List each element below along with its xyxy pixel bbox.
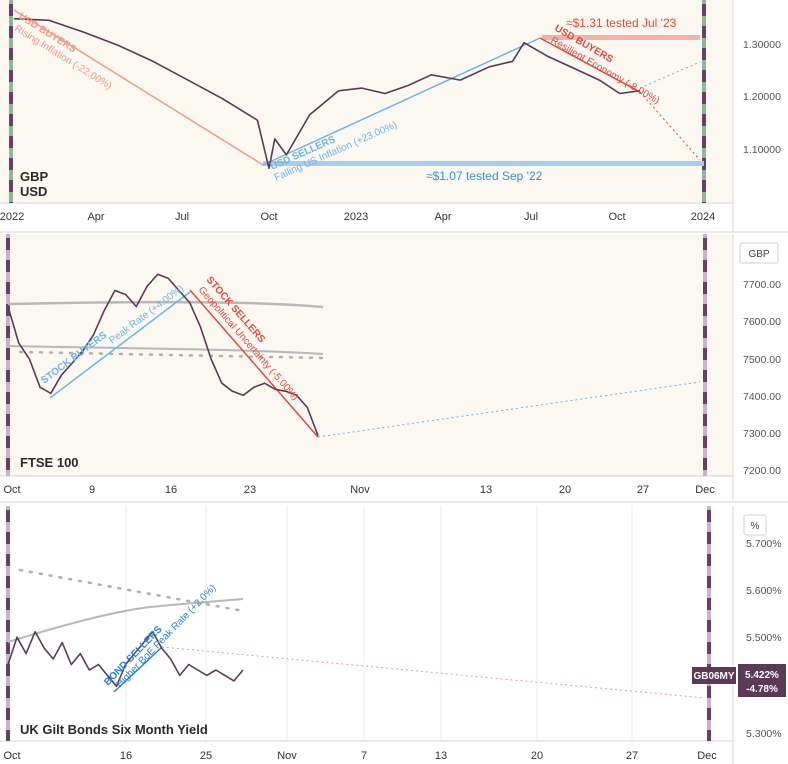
gilt-xtick-4: 7: [361, 750, 367, 762]
gbpusd-xtick-7: Oct: [608, 211, 625, 223]
ftse-ma-middle: [7, 345, 324, 355]
ftse-xtick-6: 20: [559, 484, 571, 496]
gilt-ytick-3: 5.300%: [746, 728, 782, 740]
ftse-ytick-3: 7400.00: [743, 391, 781, 403]
ftse-xtick-3: 23: [244, 484, 256, 496]
gilt-rising-trendline: [113, 646, 163, 693]
gilt-xtick-2: 25: [200, 750, 212, 762]
gilt-symbol-badge: [692, 667, 736, 684]
gilt-value-text: 5.422%: [745, 670, 779, 681]
gbpusd-high-band: [542, 35, 700, 40]
gilt-series: [7, 630, 244, 688]
gilt-title: UK Gilt Bonds Six Month Yield: [20, 722, 208, 737]
gilt-xtick-5: 13: [435, 750, 447, 762]
gbpusd-projection-up: [639, 61, 701, 89]
ftse-xtick-1: 9: [89, 484, 95, 496]
gbpusd-xtick-0: 2022: [0, 211, 24, 223]
gbpusd-price-axis: [733, 0, 788, 203]
gilt-xtick-7: 27: [626, 750, 638, 762]
gbpusd-ytick-0: 1.30000: [743, 39, 781, 51]
gilt-ytick-1: 5.600%: [746, 585, 782, 597]
gilt-change-text: -4.78%: [746, 684, 778, 695]
ftse-rising-trendline: [49, 291, 191, 399]
gilt-xtick-0: Oct: [3, 750, 20, 762]
gbpusd-rising-trendline: [262, 37, 541, 166]
gilt-symbol-text: GB06MY: [693, 671, 734, 682]
gilt-yield-line: [7, 630, 244, 688]
gbpusd-xtick-2: Jul: [175, 211, 189, 223]
ftse-ytick-5: 7200.00: [743, 465, 781, 477]
gbpusd-price-line: [13, 17, 641, 170]
gbpusd-series: [13, 17, 641, 170]
ftse-xtick-0: Oct: [3, 484, 20, 496]
ftse-unit-box[interactable]: [739, 242, 779, 264]
ftse-ytick-1: 7600.00: [743, 316, 781, 328]
gbpusd-xtick-8: 2024: [691, 211, 715, 223]
gbpusd-xtick-4: 2023: [344, 211, 368, 223]
gilt-unit: %: [751, 521, 760, 532]
gbpusd-panel-bg: [0, 0, 733, 203]
ftse-series: [7, 273, 319, 436]
ftse-ytick-2: 7500.00: [743, 354, 781, 366]
gilt-xtick-3: Nov: [277, 750, 297, 762]
ftse-title: FTSE 100: [20, 455, 79, 470]
gilt-unit-box[interactable]: [743, 514, 767, 536]
gbpusd-title-line1: GBP: [20, 169, 49, 184]
gbpusd-xtick-1: Apr: [87, 211, 104, 223]
gilt-ma-dotted: [18, 568, 245, 613]
ftse-xtick-8: Dec: [695, 484, 715, 496]
gbpusd-xtick-5: Apr: [434, 211, 451, 223]
gbpusd-falling-trendline: [13, 9, 264, 166]
ftse-xtick-7: 27: [637, 484, 649, 496]
ftse-xtick-4: Nov: [350, 484, 370, 496]
gilt-ytick-0: 5.700%: [746, 538, 782, 550]
ftse-falling-trendline: [189, 289, 319, 438]
gbpusd-ytick-1: 1.20000: [743, 91, 781, 103]
ftse-xtick-5: 13: [480, 484, 492, 496]
gilt-projection: [161, 646, 706, 699]
gbpusd-title-line2: USD: [20, 184, 47, 199]
gbpusd-ann-tested-low: ≈$1.07 tested Sep '22: [426, 169, 543, 183]
gbpusd-low-band: [263, 161, 704, 166]
gbpusd-ann-tested-high: ≈$1.31 tested Jul '23: [566, 16, 677, 30]
gilt-xtick-1: 16: [120, 750, 132, 762]
gbpusd-projection-down: [639, 91, 701, 161]
gilt-panel-bg: [0, 506, 733, 741]
gilt-value-badge: [738, 664, 786, 697]
ftse-price-line: [7, 273, 319, 436]
gilt-ma-solid: [7, 598, 244, 643]
gilt-ytick-2: 5.500%: [746, 632, 782, 644]
ftse-ytick-0: 7700.00: [743, 279, 781, 291]
ftse-projection: [317, 381, 701, 438]
ftse-ma-upper: [7, 300, 324, 309]
ftse-ma-dotted: [18, 350, 325, 360]
ftse-xtick-2: 16: [165, 484, 177, 496]
gbpusd-ytick-2: 1.10000: [743, 144, 781, 156]
gbpusd-recent-falling-trendline: [539, 37, 641, 93]
gbpusd-xtick-3: Oct: [260, 211, 277, 223]
ftse-unit: GBP: [748, 249, 769, 260]
ftse-ytick-4: 7300.00: [743, 428, 781, 440]
gilt-grid: [125, 506, 633, 741]
gbpusd-xtick-6: Jul: [524, 211, 538, 223]
gilt-xtick-6: 20: [531, 750, 543, 762]
gilt-xtick-8: Dec: [697, 750, 717, 762]
